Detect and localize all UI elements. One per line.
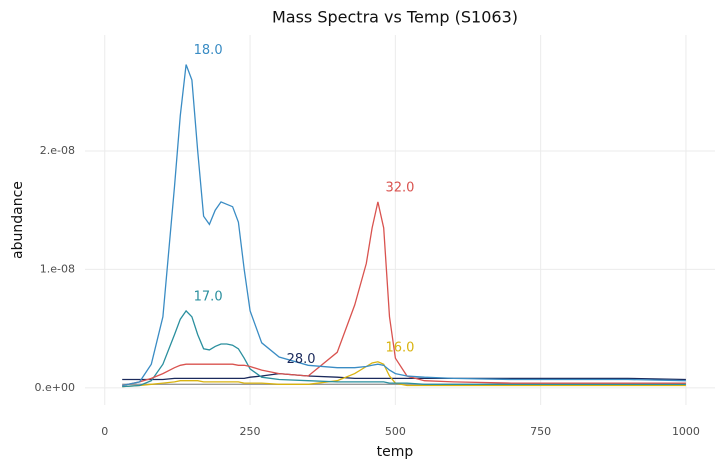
series-label: 32.0 bbox=[385, 180, 414, 195]
y-tick-label: 0.e+00 bbox=[35, 381, 75, 394]
series-label: 28.0 bbox=[287, 352, 316, 367]
x-tick-label: 0 bbox=[101, 425, 108, 438]
series-label: 18.0 bbox=[194, 43, 223, 58]
series-label: 17.0 bbox=[194, 289, 223, 304]
x-tick-label: 250 bbox=[240, 425, 261, 438]
series-line bbox=[122, 309, 686, 388]
series-line bbox=[122, 372, 686, 381]
grid: 0.e+00 1.e-08 2.e-08 0 250 500 750 1000 bbox=[35, 35, 715, 438]
x-axis-label: temp bbox=[377, 444, 414, 460]
x-tick-label: 750 bbox=[530, 425, 551, 438]
lines bbox=[122, 64, 686, 388]
x-tick-label: 500 bbox=[385, 425, 406, 438]
y-tick-label: 2.e-08 bbox=[40, 144, 75, 157]
series-line bbox=[122, 64, 686, 387]
y-tick-label: 1.e-08 bbox=[40, 262, 75, 275]
series-line bbox=[122, 361, 686, 388]
chart-title: Mass Spectra vs Temp (S1063) bbox=[272, 8, 518, 27]
labels: 28.0 16.0 17.0 32.0 18.0 bbox=[194, 43, 415, 367]
series-label: 16.0 bbox=[385, 340, 414, 355]
x-tick-label: 1000 bbox=[672, 425, 700, 438]
y-axis-label: abundance bbox=[10, 181, 26, 259]
